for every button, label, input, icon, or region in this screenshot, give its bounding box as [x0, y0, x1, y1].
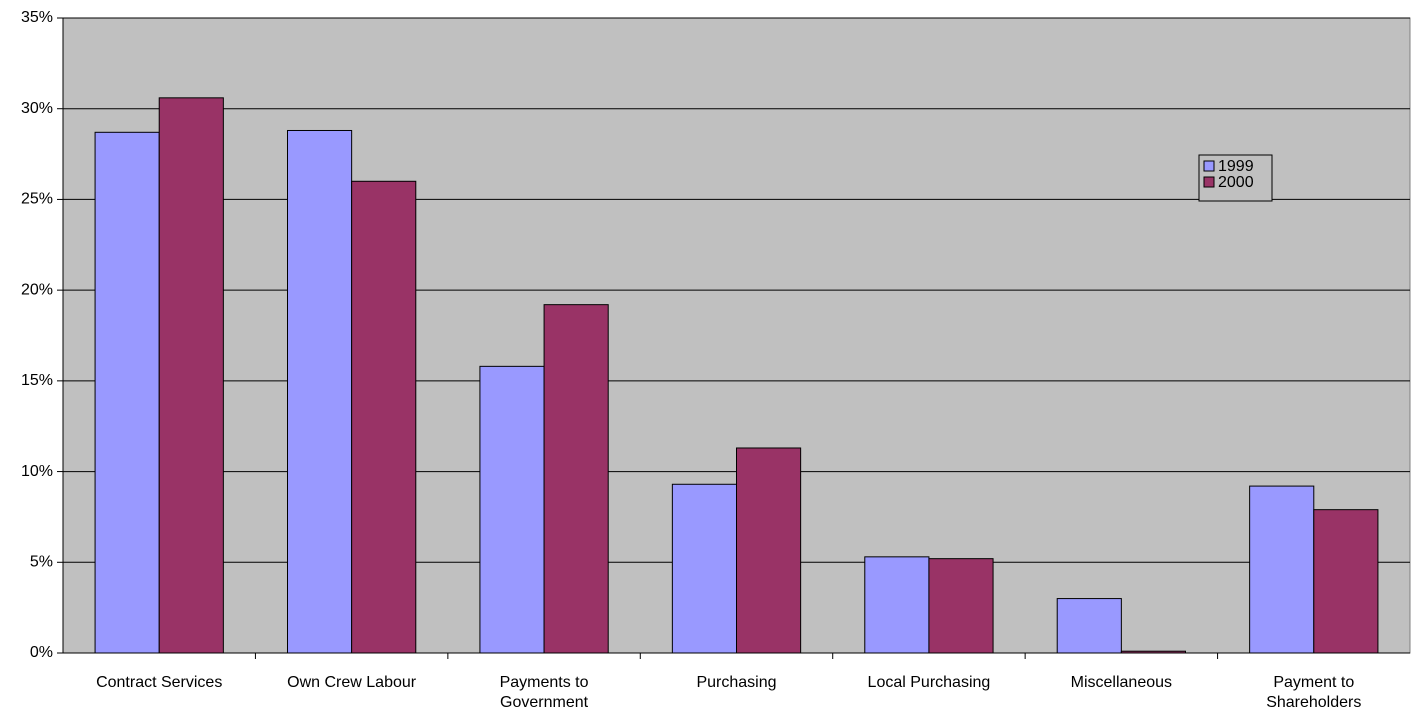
bar — [479, 365, 545, 654]
y-tick-label: 35% — [21, 9, 53, 26]
bar — [94, 131, 160, 654]
y-tick-label: 0% — [30, 644, 53, 661]
bar — [1056, 598, 1122, 654]
y-tick-label: 15% — [21, 372, 53, 389]
bar — [351, 180, 417, 654]
bar — [928, 558, 994, 654]
bar — [1120, 650, 1187, 654]
x-tick-label: Own Crew Labour — [287, 674, 417, 691]
x-tick-label: Payment to Shareholders — [1266, 674, 1362, 711]
bar — [864, 556, 930, 654]
x-tick-label: Miscellaneous — [1070, 674, 1173, 691]
legend-label: 2000 — [1218, 174, 1254, 191]
x-tick-label: Contract Services — [96, 674, 223, 691]
bar — [1249, 485, 1315, 654]
bar — [287, 129, 353, 654]
x-tick-label: Purchasing — [696, 674, 777, 691]
legend-swatch — [1203, 160, 1215, 172]
y-tick-label: 5% — [30, 554, 53, 571]
bar — [736, 447, 802, 654]
y-tick-label: 20% — [21, 281, 53, 298]
y-tick-label: 10% — [21, 463, 53, 480]
bar — [671, 483, 737, 654]
bar — [543, 304, 609, 654]
x-tick-label: Payments to Government — [499, 674, 589, 711]
bar — [1313, 509, 1379, 654]
bar — [158, 97, 224, 654]
legend-swatch — [1203, 176, 1215, 188]
y-tick-label: 30% — [21, 100, 53, 117]
legend-label: 1999 — [1218, 158, 1254, 175]
y-tick-label: 25% — [21, 191, 53, 208]
x-tick-label: Local Purchasing — [867, 674, 991, 691]
